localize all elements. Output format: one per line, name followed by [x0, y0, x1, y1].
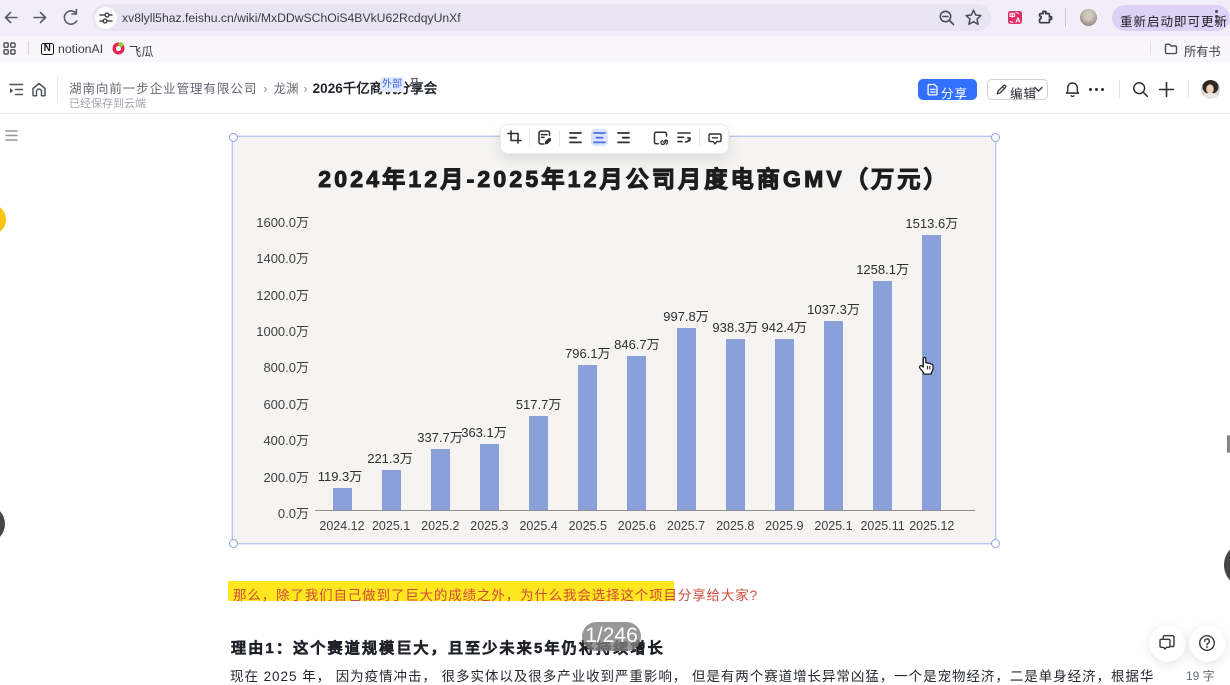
svg-text:A: A: [1015, 15, 1021, 24]
